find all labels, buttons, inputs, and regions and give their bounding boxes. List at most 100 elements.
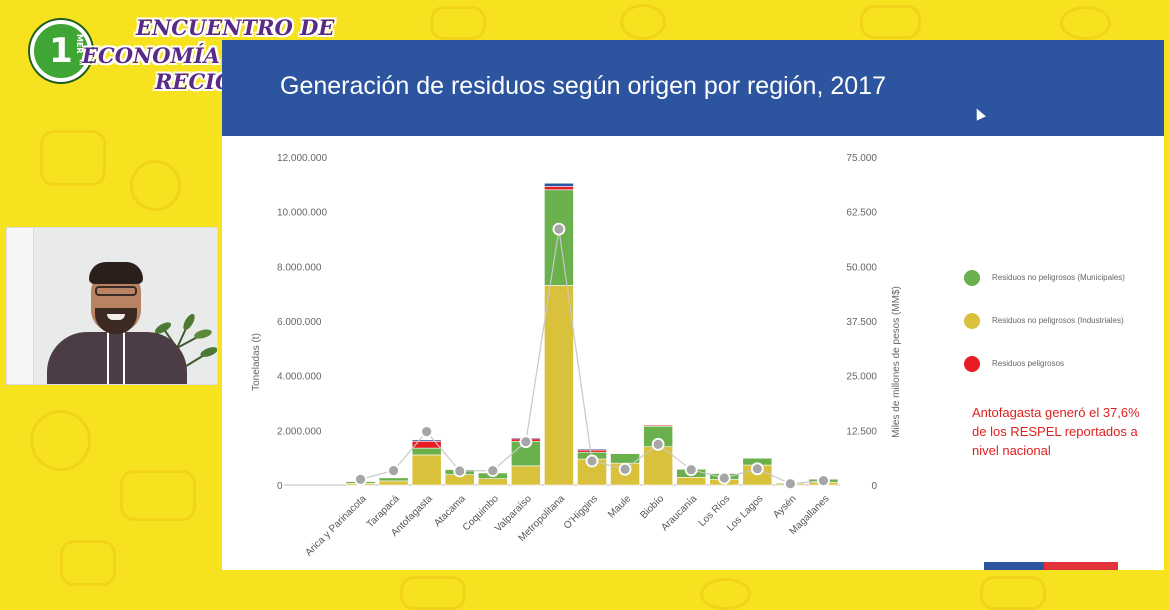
- bar-industrial: [676, 477, 707, 486]
- bar-hazardous: [544, 186, 574, 191]
- y-axis-left: 0 2.000.000 4.000.000 6.000.000 8.000.000 10.…: [277, 153, 327, 492]
- background-doodle: [400, 576, 466, 610]
- bar-other: [577, 448, 607, 451]
- x-tick-label: Arica y Parinacota: [303, 493, 368, 558]
- background-doodle: [700, 578, 751, 610]
- x-tick-label: Biobío: [638, 493, 666, 521]
- y2-tick-label: 50.000: [846, 262, 877, 273]
- trend-point: [486, 464, 500, 477]
- webcam-door: [7, 228, 34, 384]
- slide-header: Generación de residuos según origen por …: [222, 40, 1164, 136]
- bar-municipal: [411, 447, 442, 456]
- logo-badge: 1 MER: [30, 20, 92, 82]
- legend-item-industrial: Residuos no peligrosos (Industriales): [964, 313, 1164, 333]
- y-tick-label: 2.000.000: [277, 426, 322, 437]
- bar-industrial: [544, 285, 574, 486]
- background-doodle: [620, 4, 666, 40]
- flag-stripe-blue: [984, 562, 1044, 570]
- y2-tick-label: 62.500: [846, 208, 877, 219]
- webcam-feed: [6, 227, 218, 385]
- background-doodle: [30, 410, 91, 471]
- trend-point: [420, 425, 434, 439]
- x-tick-label: Los Lagos: [725, 493, 765, 533]
- y-axis-label: Toneladas (t): [251, 333, 262, 391]
- bar-industrial: [411, 454, 442, 486]
- y-tick-label: 8.000.000: [277, 262, 322, 273]
- bar-other: [643, 424, 673, 426]
- bar-industrial: [378, 480, 409, 486]
- background-doodle: [60, 540, 116, 586]
- stacked-bar-chart: 0 2.000.000 4.000.000 6.000.000 8.000.000 10.…: [251, 153, 902, 559]
- trend-point: [651, 437, 665, 451]
- background-doodle: [40, 130, 106, 186]
- legend-label: Residuos peligrosos: [992, 359, 1065, 368]
- person-beard: [95, 308, 137, 334]
- person-hair: [89, 262, 143, 284]
- bar-other: [610, 452, 640, 454]
- y2-axis-label: Miles de millones de pesos (MM$): [891, 286, 902, 438]
- y2-tick-label: 0: [871, 481, 877, 492]
- flag-stripe-red: [1044, 562, 1118, 570]
- trend-point: [717, 471, 731, 485]
- bar-hazardous: [577, 449, 607, 453]
- trend-point: [453, 464, 467, 478]
- presentation-slide: Generación de residuos según origen por …: [222, 40, 1164, 570]
- background-doodle: [860, 5, 921, 39]
- person-body: [47, 332, 187, 384]
- y2-tick-label: 25.000: [846, 372, 877, 383]
- trend-point: [817, 474, 830, 488]
- bar-municipal: [544, 189, 574, 286]
- bar-other: [411, 439, 442, 442]
- x-tick-label: Aysén: [771, 493, 798, 520]
- legend-item-hazardous: Residuos peligrosos: [964, 356, 1164, 376]
- trend-point: [585, 454, 599, 468]
- y-tick-label: 12.000.000: [277, 153, 327, 164]
- trend-point: [684, 463, 698, 477]
- bar-industrial: [477, 478, 508, 486]
- x-axis: Arica y ParinacotaTarapacáAntofagastaAta…: [303, 493, 831, 558]
- trend-point: [784, 477, 797, 491]
- background-doodle: [1060, 6, 1111, 40]
- legend-item-municipal: Residuos no peligrosos (Municipales): [964, 270, 1164, 290]
- legend-swatch-red: [964, 356, 980, 372]
- slide-title: Generación de residuos según origen por …: [280, 72, 886, 100]
- legend-label: Residuos no peligrosos (Industriales): [992, 316, 1124, 325]
- legend-label: Residuos no peligrosos (Municipales): [992, 273, 1125, 282]
- legend-swatch-yellow: [964, 313, 980, 329]
- x-tick-label: Maule: [606, 493, 633, 520]
- annotation-text: Antofagasta generó el 37,6% de los RESPE…: [972, 405, 1140, 458]
- person-lanyard: [107, 332, 125, 384]
- trend-point: [750, 462, 764, 476]
- trend-point: [354, 472, 367, 486]
- trend-point: [519, 435, 533, 449]
- logo-line-1: ENCUENTRO DE: [136, 15, 335, 40]
- x-tick-label: O'Higgins: [562, 493, 600, 531]
- y-tick-label: 0: [277, 481, 283, 492]
- trend-point: [552, 222, 566, 236]
- trend-point: [387, 464, 401, 477]
- legend-swatch-green: [964, 270, 980, 286]
- background-doodle: [430, 6, 486, 40]
- bar-industrial: [511, 465, 541, 486]
- bar-industrial: [643, 446, 673, 486]
- y2-tick-label: 12.500: [846, 426, 877, 437]
- y-axis-right: 0 12.500 25.000 37.500 50.000 62.500 75.000: [846, 153, 877, 492]
- y2-tick-label: 75.000: [846, 153, 877, 164]
- y-tick-label: 4.000.000: [277, 372, 322, 383]
- background-doodle: [120, 470, 196, 521]
- bar-other: [742, 457, 773, 459]
- person-mouth: [107, 314, 125, 320]
- trend-point: [618, 462, 632, 476]
- bar-other: [378, 476, 409, 479]
- logo-superscript: MER: [75, 34, 84, 54]
- background-doodle: [130, 160, 181, 211]
- y2-tick-label: 37.500: [846, 317, 877, 328]
- person-glasses: [95, 286, 137, 296]
- x-tick-label: Araucanía: [659, 493, 699, 533]
- trend-line-group: [354, 222, 830, 491]
- y-tick-label: 10.000.000: [277, 208, 327, 219]
- y-tick-label: 6.000.000: [277, 317, 322, 328]
- bar-other: [544, 182, 574, 187]
- background-doodle: [980, 576, 1046, 610]
- logo-number: 1: [49, 31, 73, 71]
